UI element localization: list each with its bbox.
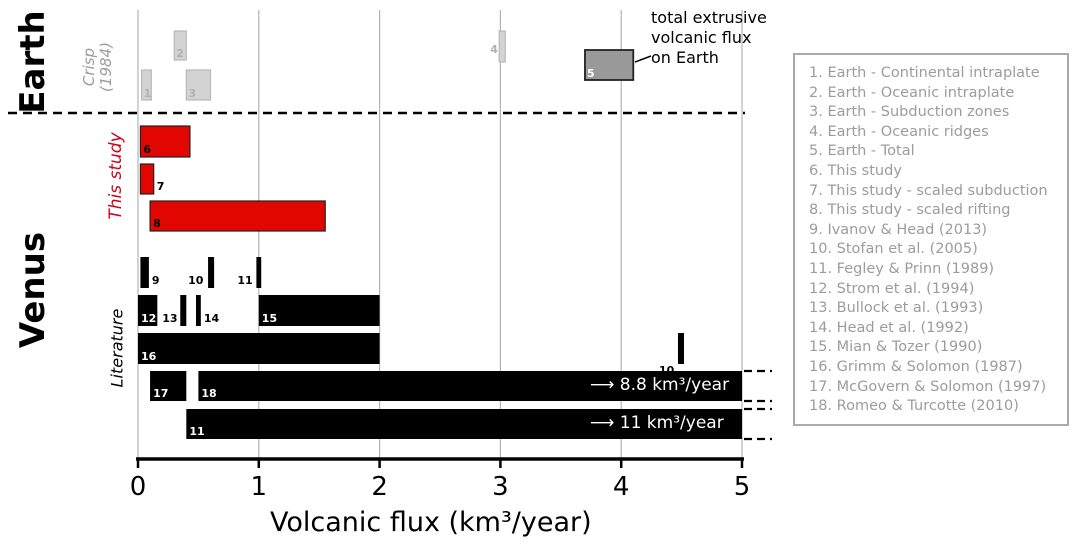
legend-item: 15. Mian & Tozer (1990) xyxy=(809,339,983,356)
bar-id-label: 4 xyxy=(490,43,498,56)
bar-id-label: 12 xyxy=(141,312,156,325)
bar-8 xyxy=(149,200,326,232)
arrow-label-18: ⟶ 8.8 km³/year xyxy=(590,375,730,395)
bar-18 xyxy=(198,371,742,401)
bar-10 xyxy=(208,257,215,288)
bar-id-label: 15 xyxy=(262,312,277,325)
crisp-label-line1: Crisp xyxy=(80,47,98,87)
x-tick-label: 3 xyxy=(492,472,509,502)
annotation-line-2: volcanic flux xyxy=(651,28,752,47)
bar-id-label: 18 xyxy=(201,387,216,400)
legend-item: 8. This study - scaled rifting xyxy=(809,202,1011,219)
legend-item: 10. Stofan et al. (2005) xyxy=(809,241,978,258)
x-tick-label: 4 xyxy=(613,472,630,502)
bar-id-label: 16 xyxy=(141,350,157,363)
legend-item: 1. Earth - Continental intraplate xyxy=(809,65,1040,81)
legend-item: 11. Fegley & Prinn (1989) xyxy=(809,260,995,277)
legend-item: 12. Strom et al. (1994) xyxy=(809,280,975,297)
bar-4 xyxy=(498,30,506,63)
bar-3 xyxy=(185,69,212,101)
bar-16 xyxy=(138,333,380,364)
bar-id-label: 7 xyxy=(157,180,165,193)
total-flux-annotation: total extrusive volcanic flux on Earth xyxy=(651,8,791,68)
legend: 1. Earth - Continental intraplate 2. Ear… xyxy=(793,53,1069,426)
venus-group-label: Venus xyxy=(13,231,53,349)
bar-10 xyxy=(677,333,685,364)
bar-1 xyxy=(141,69,152,101)
legend-item: 7. This study - scaled subduction xyxy=(809,182,1048,199)
bar-11 xyxy=(256,257,262,288)
bar-15 xyxy=(258,295,380,326)
bar-id-label: 8 xyxy=(153,217,161,230)
bar-id-label: 11 xyxy=(189,425,204,438)
this-study-group-label: This study xyxy=(106,132,126,220)
bar-6 xyxy=(139,125,191,158)
crisp-group-label: Crisp (1984) xyxy=(80,32,115,102)
legend-item: 13. Bullock et al. (1993) xyxy=(809,300,984,317)
legend-item: 2. Earth - Oceanic intraplate xyxy=(809,84,1015,101)
grid-lines xyxy=(8,10,745,459)
bar-id-label: 2 xyxy=(176,47,184,60)
bar-id-label: 11 xyxy=(237,274,252,287)
bar-7 xyxy=(139,163,155,195)
legend-item: 5. Earth - Total xyxy=(809,143,915,160)
legend-item: 18. Romeo & Turcotte (2010) xyxy=(809,398,1019,415)
x-tick-label: 2 xyxy=(371,472,388,502)
bar-id-label: 3 xyxy=(188,87,196,100)
bar-id-label: 14 xyxy=(204,312,220,325)
legend-item: 6. This study xyxy=(809,162,902,179)
legend-item: 4. Earth - Oceanic ridges xyxy=(809,123,989,140)
crisp-label-line2: (1984) xyxy=(97,42,115,92)
bar-5 xyxy=(584,49,635,81)
bar-id-label: 17 xyxy=(153,387,168,400)
bar-14 xyxy=(195,295,201,326)
bar-11 xyxy=(186,409,742,439)
bar-17 xyxy=(150,371,187,401)
x-axis: 0 1 2 3 4 5 xyxy=(130,457,751,502)
legend-item: 9. Ivanov & Head (2013) xyxy=(809,221,988,238)
bar-id-label: 6 xyxy=(143,143,151,156)
arrow-label-11: ⟶ 11 km³/year xyxy=(590,413,724,433)
legend-item: 3. Earth - Subduction zones xyxy=(809,104,1010,121)
bar-12 xyxy=(138,295,158,326)
bar-13 xyxy=(180,295,187,326)
bar-9 xyxy=(140,257,149,288)
x-tick-label: 0 xyxy=(130,472,147,502)
x-tick-label: 5 xyxy=(734,472,751,502)
bar-id-label: 9 xyxy=(152,274,160,287)
bar-2 xyxy=(173,30,187,61)
bar-id-label: 13 xyxy=(162,312,177,325)
x-tick-label: 1 xyxy=(251,472,268,502)
bar-id-label: 10 xyxy=(188,274,204,287)
bar-id-label: 5 xyxy=(587,67,595,80)
legend-item: 16. Grimm & Solomon (1987) xyxy=(809,358,1023,375)
legend-item: 14. Head et al. (1992) xyxy=(809,319,969,336)
annotation-leader xyxy=(634,55,652,63)
bar-id-label: 1 xyxy=(144,87,152,100)
annotation-line-3: on Earth xyxy=(651,48,719,67)
earth-group-label: Earth xyxy=(13,10,53,114)
annotation-line-1: total extrusive xyxy=(651,8,767,27)
legend-item: 17. McGovern & Solomon (1997) xyxy=(809,378,1047,395)
x-axis-title: Volcanic flux (km³/year) xyxy=(270,507,592,538)
literature-group-label: Literature xyxy=(107,308,127,388)
